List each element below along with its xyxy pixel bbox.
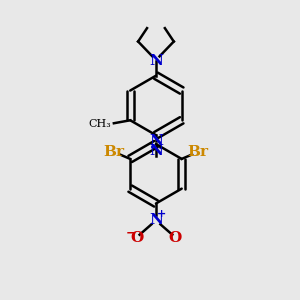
Text: O: O	[130, 231, 143, 245]
Text: O: O	[169, 231, 182, 245]
Text: −: −	[126, 226, 136, 239]
Text: CH₃: CH₃	[88, 119, 111, 129]
Text: Br: Br	[103, 146, 124, 159]
Text: N: N	[149, 134, 163, 148]
Text: N: N	[149, 213, 163, 227]
Text: N: N	[149, 54, 163, 68]
Text: +: +	[157, 209, 166, 220]
Text: Br: Br	[188, 146, 208, 159]
Text: N: N	[149, 145, 163, 158]
